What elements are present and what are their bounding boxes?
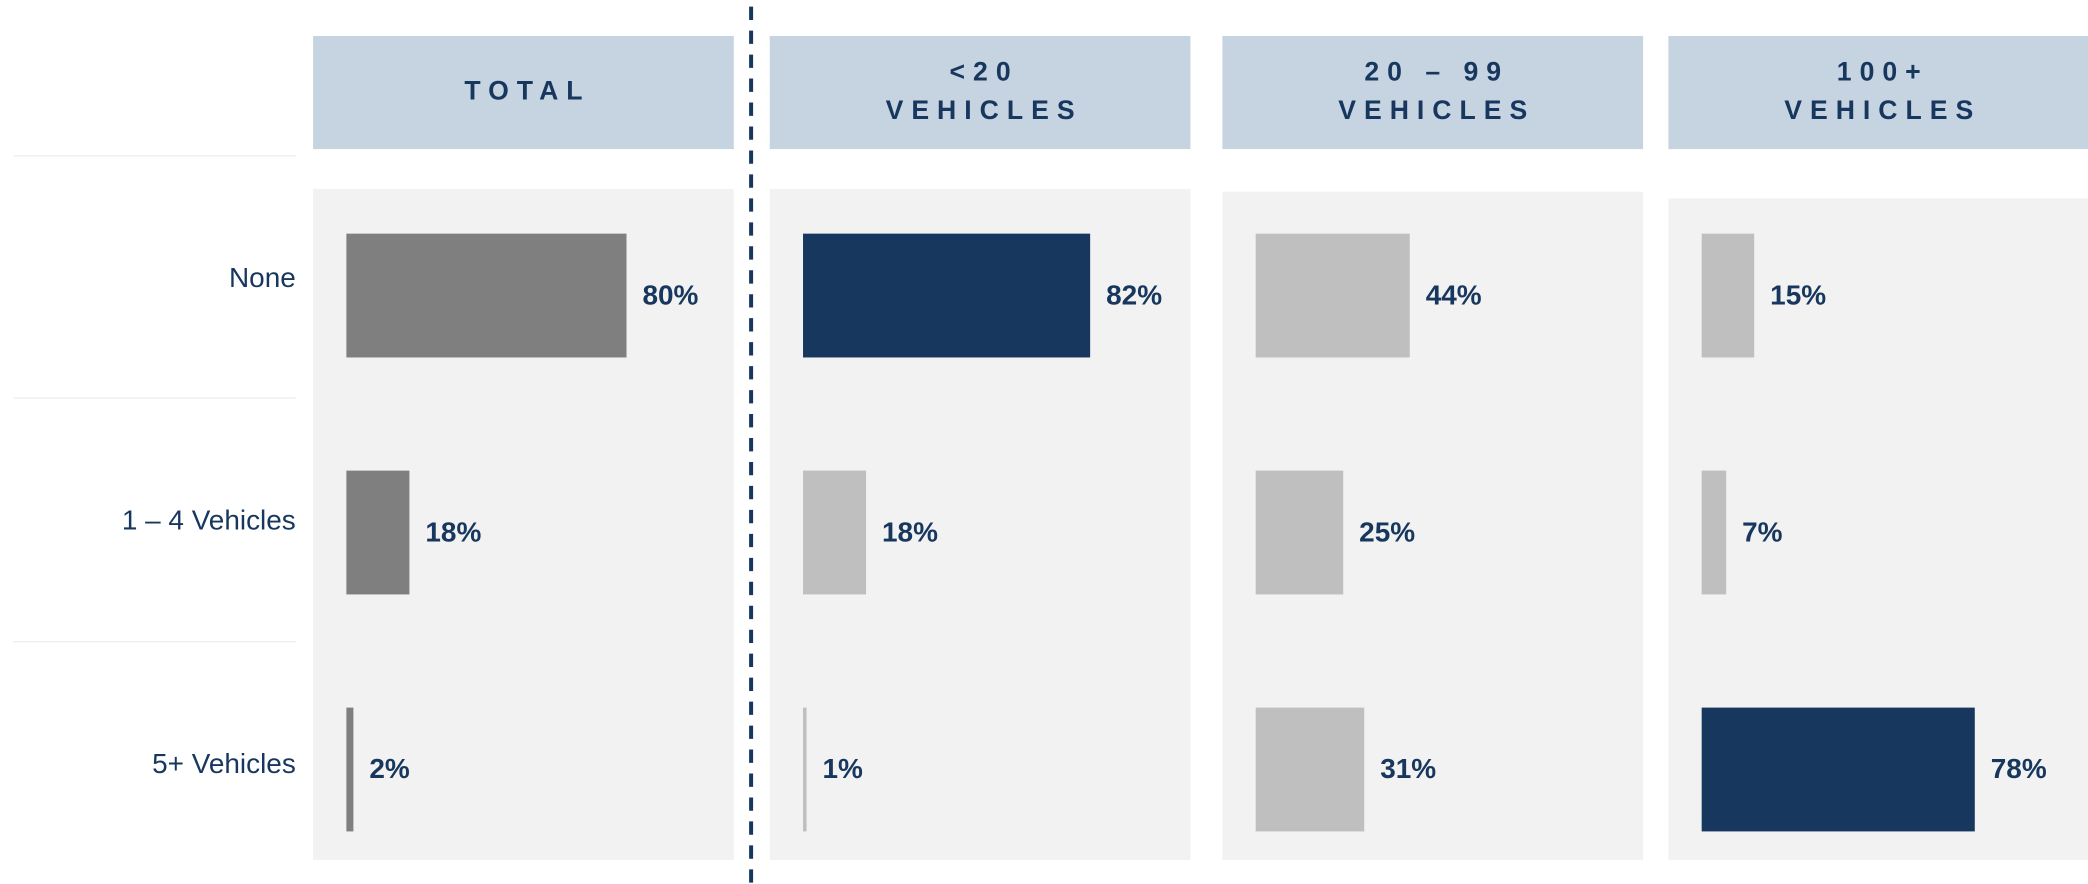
bar xyxy=(346,470,410,595)
row-label: 1 – 4 Vehicles xyxy=(122,504,296,535)
row-label: None xyxy=(229,262,296,293)
panel-title: <20 xyxy=(950,56,1019,86)
value-label: 44% xyxy=(1426,279,1482,310)
bar xyxy=(1701,470,1727,595)
panel-title: VEHICLES xyxy=(886,95,1083,125)
value-label: 25% xyxy=(1359,516,1415,547)
bar xyxy=(803,233,1091,358)
value-label: 1% xyxy=(823,753,864,784)
panel-title: VEHICLES xyxy=(1784,95,1981,125)
value-label: 7% xyxy=(1742,516,1783,547)
bar xyxy=(803,470,867,595)
bar xyxy=(346,707,354,832)
panel-title: 20 – 99 xyxy=(1364,56,1509,86)
bar xyxy=(1701,233,1755,358)
value-label: 78% xyxy=(1991,753,2047,784)
bar xyxy=(803,707,807,832)
header-bg xyxy=(1222,35,1644,150)
bar xyxy=(1701,707,1975,832)
panel-title: 100+ xyxy=(1837,56,1929,86)
value-label: 15% xyxy=(1770,279,1826,310)
bar xyxy=(1255,470,1344,595)
bar xyxy=(346,233,627,358)
value-label: 2% xyxy=(369,753,410,784)
bar xyxy=(1255,233,1410,358)
value-label: 82% xyxy=(1106,279,1162,310)
header-bg xyxy=(769,35,1191,150)
row-label: 5+ Vehicles xyxy=(152,748,296,779)
panel-title: VEHICLES xyxy=(1338,95,1535,125)
value-label: 80% xyxy=(642,279,698,310)
value-label: 31% xyxy=(1380,753,1436,784)
value-label: 18% xyxy=(882,516,938,547)
bar xyxy=(1255,707,1365,832)
panel-title: TOTAL xyxy=(464,76,590,106)
header-bg xyxy=(313,35,734,150)
header-bg xyxy=(1668,35,2088,150)
value-label: 18% xyxy=(425,516,481,547)
